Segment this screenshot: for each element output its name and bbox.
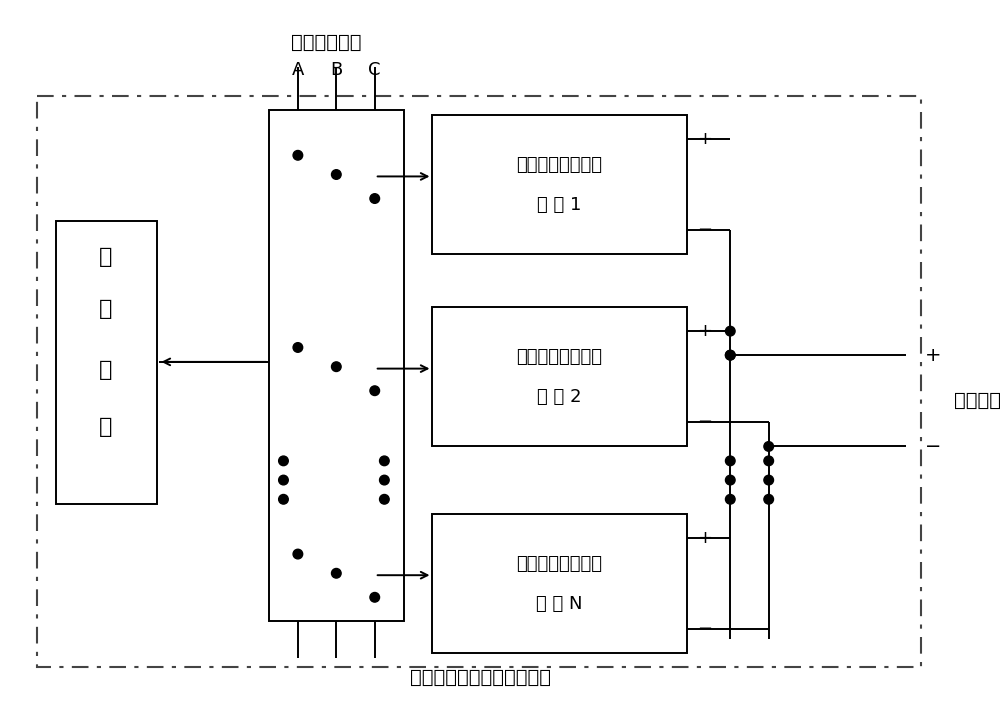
Circle shape	[370, 194, 380, 203]
Circle shape	[279, 475, 288, 485]
Text: +: +	[925, 345, 942, 365]
Circle shape	[380, 475, 389, 485]
Bar	[56, 220, 157, 504]
Circle shape	[293, 549, 303, 559]
Text: 直流输出: 直流输出	[954, 391, 1000, 410]
Text: −: −	[697, 620, 712, 638]
Text: 监: 监	[99, 247, 112, 267]
Circle shape	[380, 495, 389, 504]
Circle shape	[725, 350, 735, 360]
Bar	[432, 115, 687, 254]
Circle shape	[279, 456, 288, 466]
Text: 直流高频开关电源: 直流高频开关电源	[516, 156, 602, 174]
Circle shape	[332, 569, 341, 578]
Circle shape	[725, 456, 735, 466]
Circle shape	[764, 456, 774, 466]
Bar	[432, 513, 687, 653]
Text: C: C	[368, 61, 381, 79]
Text: 模 块 2: 模 块 2	[537, 388, 581, 406]
Circle shape	[293, 342, 303, 353]
Circle shape	[370, 592, 380, 602]
Text: 系: 系	[99, 360, 112, 380]
Text: 三相交流输入: 三相交流输入	[291, 33, 362, 52]
Text: 模 块 1: 模 块 1	[537, 196, 581, 214]
Circle shape	[370, 386, 380, 396]
Circle shape	[764, 442, 774, 451]
Text: −: −	[697, 221, 712, 239]
Text: −: −	[925, 437, 942, 456]
Text: +: +	[697, 130, 712, 148]
Circle shape	[725, 495, 735, 504]
Text: A: A	[292, 61, 304, 79]
Circle shape	[725, 326, 735, 336]
Circle shape	[332, 169, 341, 180]
Text: 模 块 N: 模 块 N	[536, 595, 582, 613]
Bar	[37, 95, 921, 668]
Text: 控: 控	[99, 299, 112, 319]
Text: −: −	[697, 414, 712, 432]
Text: +: +	[697, 322, 712, 340]
Text: 直流高频开关电源: 直流高频开关电源	[516, 555, 602, 573]
Text: 工业电解制氟高频开关电源: 工业电解制氟高频开关电源	[410, 668, 551, 686]
Circle shape	[380, 456, 389, 466]
Circle shape	[279, 495, 288, 504]
Circle shape	[293, 151, 303, 160]
Circle shape	[764, 475, 774, 485]
Text: 直流高频开关电源: 直流高频开关电源	[516, 348, 602, 366]
Circle shape	[332, 362, 341, 371]
Bar	[432, 307, 687, 447]
Circle shape	[725, 475, 735, 485]
Text: 统: 统	[99, 417, 112, 437]
Circle shape	[725, 350, 735, 360]
Circle shape	[764, 495, 774, 504]
Text: +: +	[697, 528, 712, 546]
Bar	[269, 110, 404, 621]
Text: B: B	[330, 61, 342, 79]
